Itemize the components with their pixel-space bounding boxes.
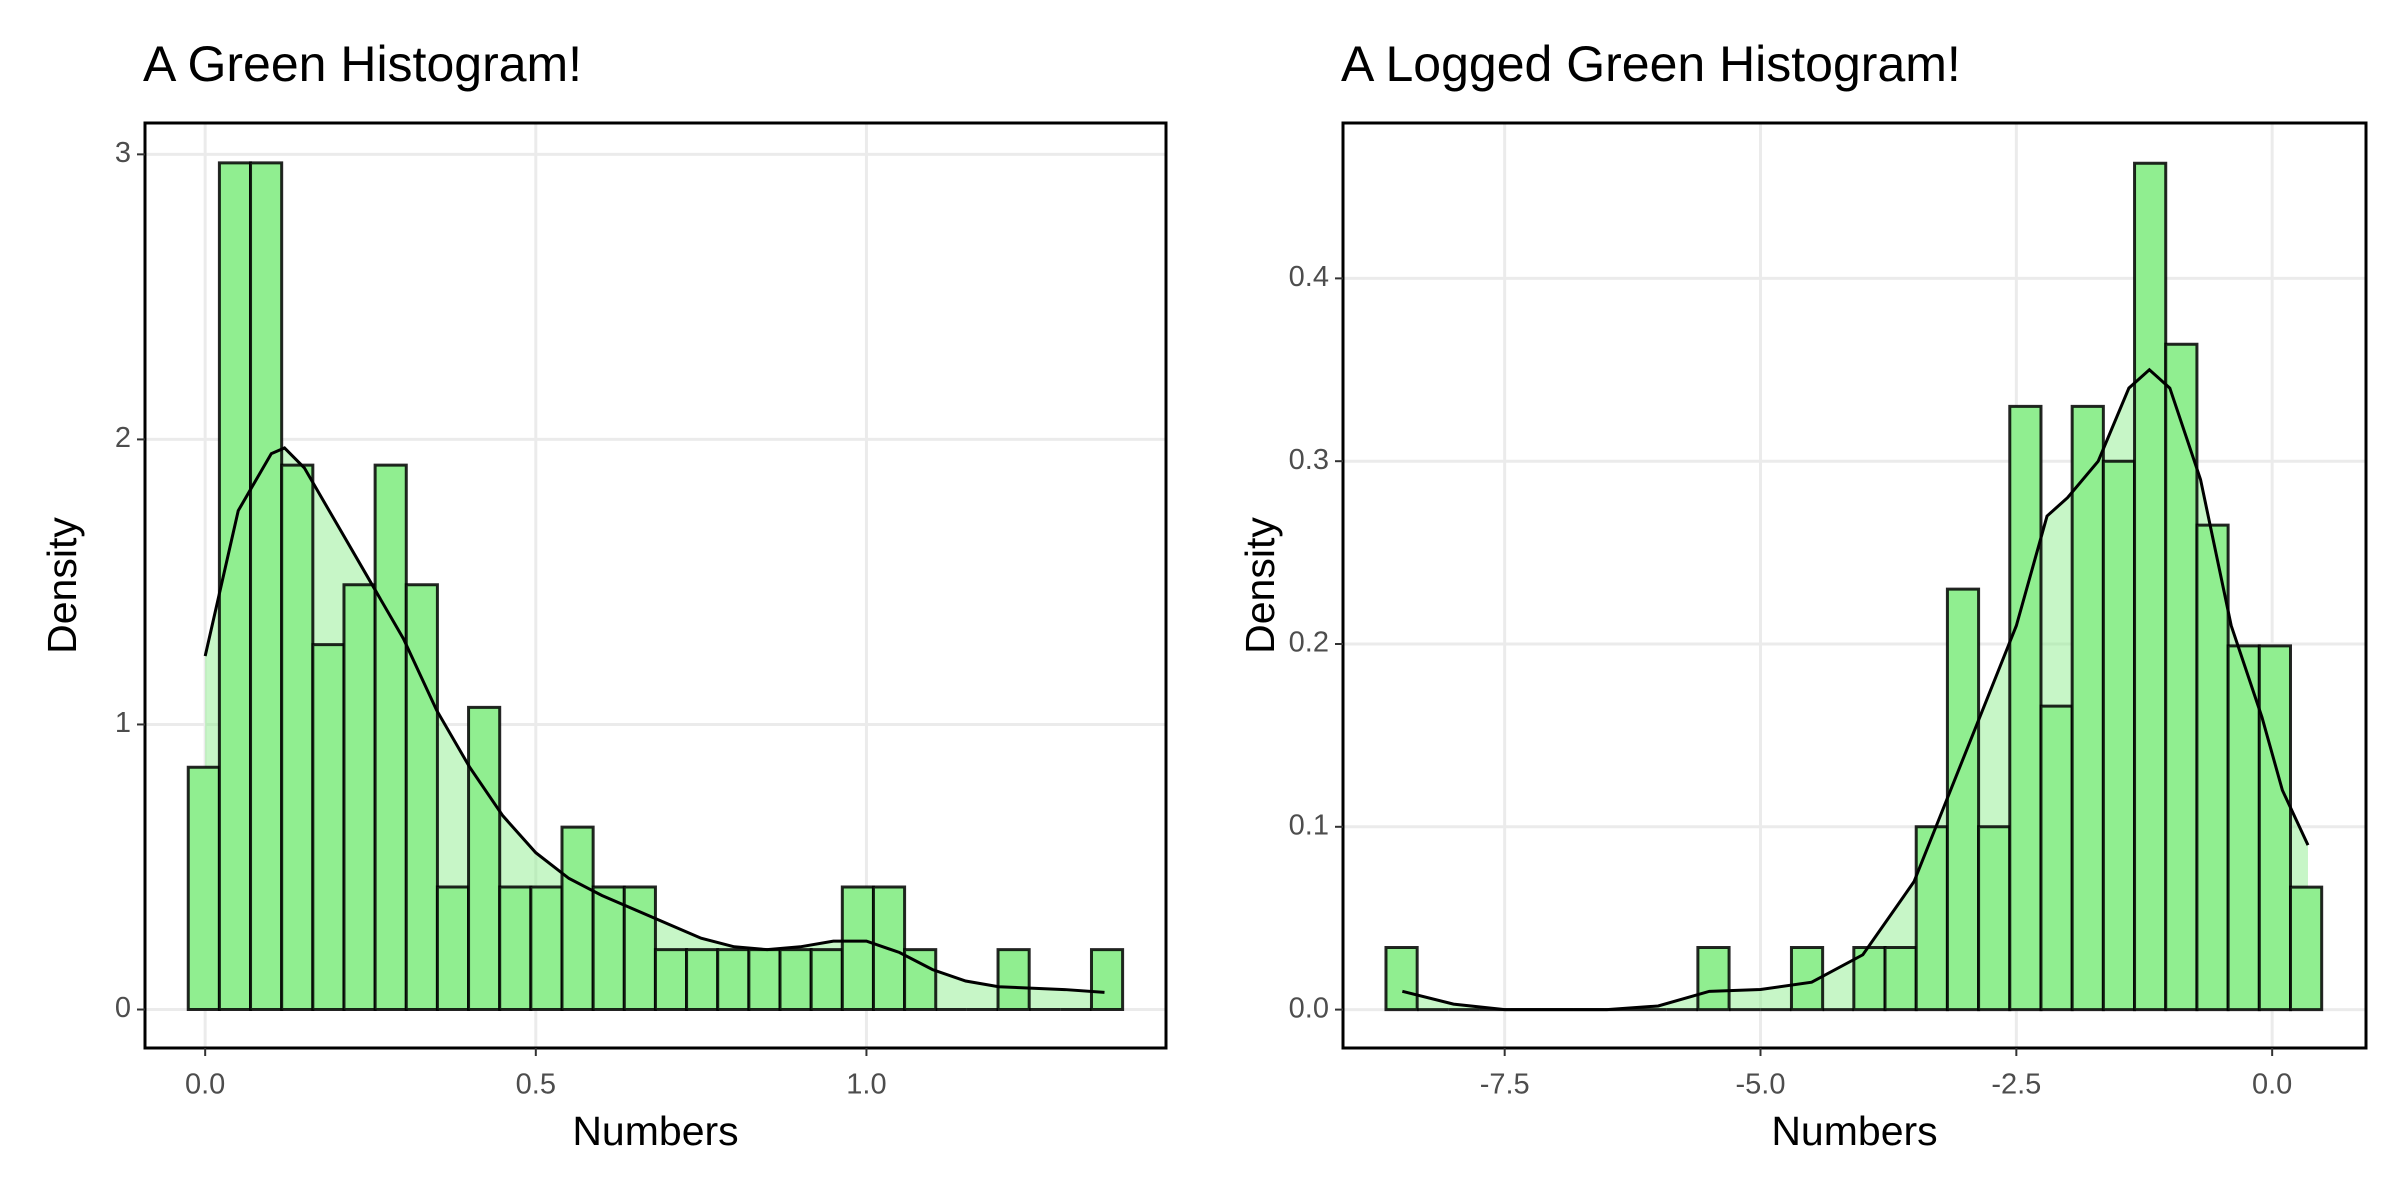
bar — [2226, 644, 2261, 1012]
y-tick-label: 1 — [115, 707, 131, 739]
y-axis-title: Density — [39, 517, 85, 654]
bar — [217, 161, 253, 1012]
x-tick-label: 0.0 — [185, 1069, 225, 1101]
bar — [404, 583, 439, 1012]
bar — [653, 948, 689, 1012]
bar — [2289, 885, 2324, 1012]
chart-title: A Green Histogram! — [143, 36, 582, 92]
bar — [2039, 704, 2074, 1012]
bar — [778, 948, 813, 1012]
bar — [2101, 459, 2137, 1012]
bar — [1914, 825, 1949, 1012]
x-axis-title: Numbers — [572, 1108, 738, 1154]
y-tick-label: 0.1 — [1289, 809, 1329, 841]
bar — [498, 885, 533, 1012]
chart-title: A Logged Green Histogram! — [1341, 36, 1961, 92]
bar — [2133, 161, 2168, 1012]
bar — [529, 885, 564, 1012]
bar — [186, 765, 221, 1012]
y-tick-label: 0.0 — [1289, 992, 1329, 1024]
density-line — [1401, 367, 2310, 1012]
y-tick-label: 3 — [115, 137, 131, 169]
bar — [840, 885, 875, 1012]
bar — [1384, 945, 1419, 1012]
bar — [1883, 945, 1918, 1012]
bar — [311, 643, 346, 1012]
bar — [435, 885, 471, 1012]
panel — [143, 121, 1168, 1050]
density-line — [203, 446, 1105, 994]
bar — [1945, 587, 1981, 1012]
panel — [1341, 121, 2368, 1050]
y-axis-title: Density — [1237, 517, 1283, 654]
x-axis-title: Numbers — [1771, 1108, 1937, 1154]
panel-border — [143, 121, 1168, 1050]
bar — [716, 948, 751, 1012]
bar — [467, 705, 502, 1012]
bar — [2257, 644, 2292, 1012]
bar — [2164, 342, 2199, 1012]
bar — [560, 825, 595, 1012]
bar — [685, 948, 720, 1012]
bar — [591, 885, 626, 1012]
bar — [373, 463, 408, 1012]
x-tick-label: 0.5 — [516, 1069, 556, 1101]
x-tick-label: 0.0 — [2252, 1069, 2292, 1101]
y-tick-label: 0.4 — [1289, 261, 1329, 293]
bar — [2008, 404, 2043, 1012]
bar — [903, 948, 938, 1012]
x-tick-label: -5.0 — [1736, 1069, 1786, 1101]
bar — [2070, 404, 2105, 1012]
y-tick-label: 2 — [115, 422, 131, 454]
bar — [249, 161, 284, 1012]
x-tick-label: -7.5 — [1480, 1069, 1530, 1101]
bar — [809, 948, 844, 1012]
bar — [1696, 945, 1731, 1012]
bar — [280, 463, 315, 1012]
bar — [996, 948, 1031, 1012]
x-tick-label: 1.0 — [846, 1069, 886, 1101]
bar — [622, 885, 657, 1012]
bar — [1789, 945, 1825, 1012]
y-tick-label: 0 — [115, 992, 131, 1024]
bar — [1089, 948, 1125, 1012]
panel-border — [1341, 121, 2368, 1050]
y-tick-label: 0.3 — [1289, 444, 1329, 476]
bar — [342, 583, 377, 1012]
bar — [2195, 523, 2230, 1012]
bar — [747, 948, 782, 1012]
x-tick-label: -2.5 — [1991, 1069, 2041, 1101]
bar — [1977, 825, 2012, 1012]
y-tick-label: 0.2 — [1289, 627, 1329, 659]
